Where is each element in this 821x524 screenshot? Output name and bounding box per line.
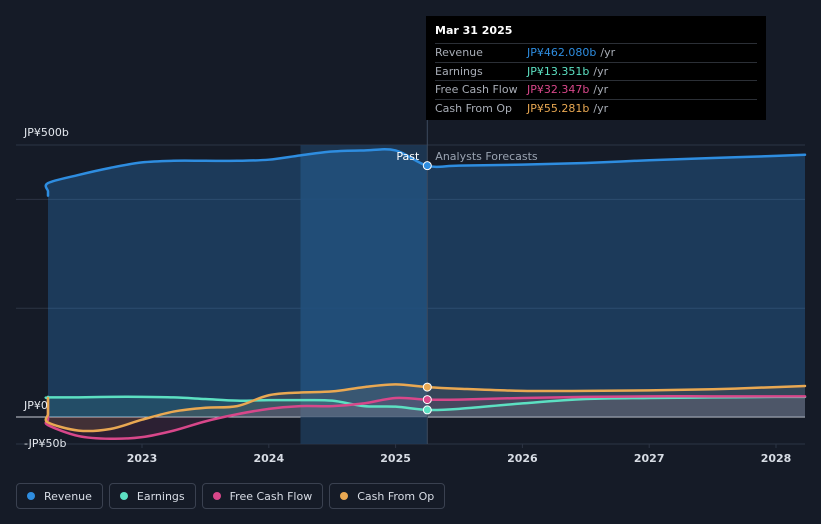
series-lines [44, 148, 807, 441]
legend-label: Earnings [136, 489, 185, 503]
y-tick-label: JP¥0 [23, 399, 48, 412]
legend-label: Cash From Op [357, 489, 435, 503]
tooltip-value: JP¥13.351b [527, 64, 590, 78]
cash-from-op-marker [422, 382, 432, 392]
x-tick-label: 2026 [507, 452, 538, 465]
legend-dot-icon [27, 492, 35, 500]
tooltip-row-earnings: Earnings JP¥13.351b /yr [435, 61, 757, 81]
earnings-line [44, 395, 807, 412]
y-tick-label: JP¥500b [23, 126, 69, 139]
y-axis-labels: JP¥500b JP¥0 -JP¥50b [23, 126, 69, 450]
tooltip-label: Free Cash Flow [435, 83, 518, 96]
legend-item-revenue[interactable]: Revenue [16, 483, 103, 509]
legend-item-cash-from-op[interactable]: Cash From Op [329, 483, 446, 509]
x-axis-labels: 2023 2024 2025 2026 2027 2028 [127, 444, 792, 465]
tooltip-value: JP¥462.080b [527, 46, 597, 59]
x-tick-label: 2025 [380, 452, 411, 465]
past-label: Past [396, 150, 420, 163]
tooltip-row-free-cash-flow: Free Cash Flow JP¥32.347b /yr [435, 80, 757, 99]
revenue-area [45, 149, 805, 417]
x-tick-label: 2028 [761, 452, 792, 465]
x-tick-label: 2027 [634, 452, 665, 465]
legend-label: Revenue [44, 489, 92, 503]
tooltip-row-revenue: Revenue JP¥462.080b /yr [435, 43, 757, 62]
tooltip-label: Cash From Op [435, 101, 513, 115]
tooltip-unit: /yr [593, 64, 609, 78]
legend-item-earnings[interactable]: Earnings [108, 483, 196, 509]
free-cash-flow-marker [422, 395, 432, 405]
tooltip-value: JP¥55.281b [527, 101, 590, 115]
earnings-marker [422, 405, 432, 415]
tooltip-value: JP¥32.347b [527, 83, 590, 96]
x-tick-label: 2023 [127, 452, 158, 465]
y-tick-label: -JP¥50b [24, 437, 66, 450]
past-highlight-band [300, 145, 428, 444]
legend-dot-icon [340, 492, 349, 500]
free-cash-flow-line [44, 395, 807, 441]
forecast-label: Analysts Forecasts [435, 150, 538, 163]
legend-label: Free Cash Flow [229, 489, 313, 503]
tooltip: Mar 31 2025 Revenue JP¥462.080b /yr Earn… [426, 16, 766, 120]
free-cash-flow-area [45, 396, 805, 439]
tooltip-unit: /yr [593, 101, 609, 115]
legend-dot-icon [119, 492, 128, 500]
tooltip-label: Revenue [435, 46, 483, 59]
revenue-line [44, 148, 807, 197]
tooltip-unit: /yr [593, 83, 609, 96]
tooltip-row-cash-from-op: Cash From Op JP¥55.281b /yr [435, 98, 757, 118]
hover-markers [422, 161, 432, 415]
cash-from-op-line [44, 383, 807, 433]
revenue-marker [422, 161, 432, 171]
tooltip-unit: /yr [600, 46, 616, 59]
legend-item-free-cash-flow[interactable]: Free Cash Flow [201, 483, 324, 509]
legend: Revenue Earnings Free Cash Flow Cash Fro… [16, 483, 446, 509]
legend-dot-icon [212, 492, 221, 500]
x-tick-label: 2024 [253, 452, 284, 465]
tooltip-date: Mar 31 2025 [435, 24, 513, 37]
tooltip-label: Earnings [435, 64, 483, 78]
